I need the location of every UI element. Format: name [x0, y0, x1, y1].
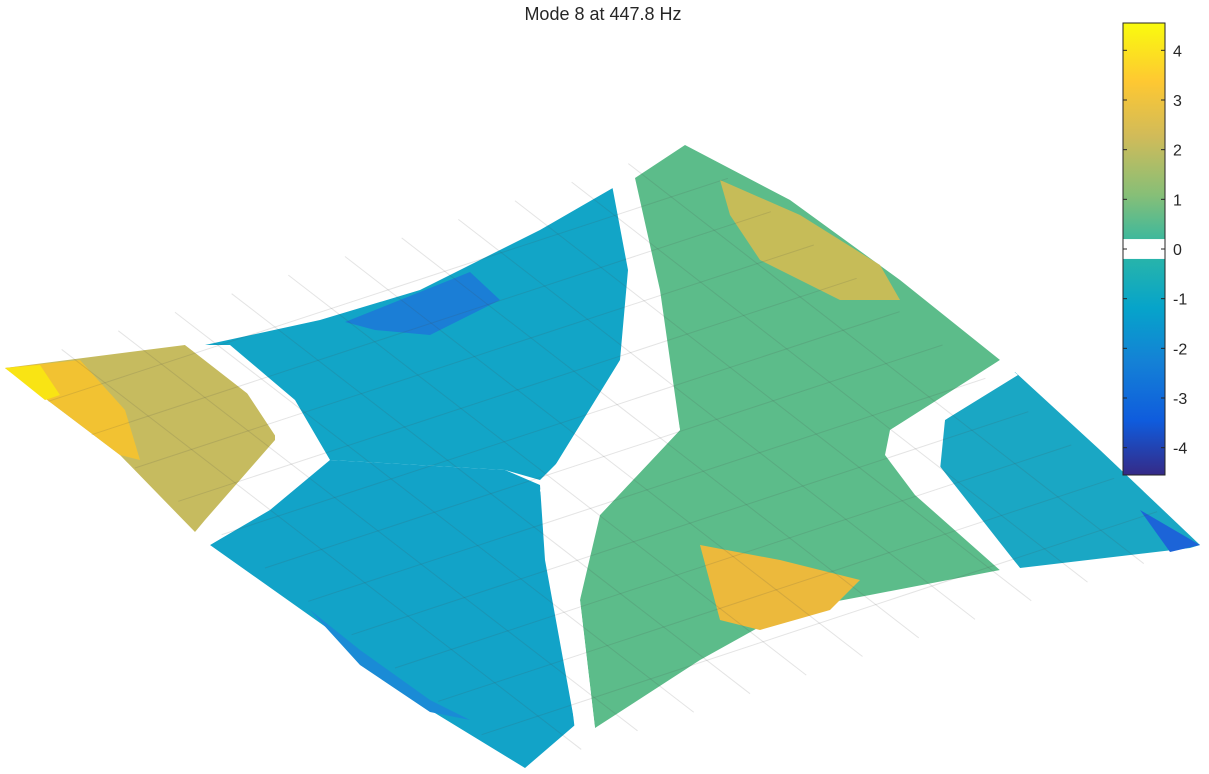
surface-grid-line: [401, 237, 920, 639]
surface-grid-line: [351, 411, 1029, 636]
surface-grid-line: [394, 444, 1072, 669]
colorbar-tick-label: 1: [1173, 192, 1182, 209]
surface-region-lower-right-warm: [700, 545, 860, 630]
surface-grid-line: [118, 330, 638, 732]
surface-grid-line: [571, 181, 1088, 583]
colorbar-tick-label: 3: [1173, 93, 1182, 110]
surface-grid-line: [344, 256, 863, 657]
colorbar-tick-label: -2: [1173, 341, 1187, 358]
surface-grid-line: [178, 277, 857, 502]
colorbar-tick-label: 0: [1173, 242, 1182, 259]
surface-grid-line: [288, 274, 807, 676]
chart-title: Mode 8 at 447.8 Hz: [524, 4, 681, 24]
surface-region-right-lobe: [940, 372, 1200, 568]
surface-grid-line: [438, 477, 1115, 702]
colorbar: 4 3 2 1 0 -1 -2 -3 -4: [1122, 22, 1187, 476]
surface-grid-line: [61, 349, 582, 750]
surface-grid-line: [231, 293, 751, 695]
surface-region-right-dark: [1140, 510, 1200, 552]
surface-grid-line: [264, 344, 943, 569]
surface-grid-line: [458, 218, 976, 620]
mode-shape-surface: [5, 145, 1200, 768]
surface-grid-line: [221, 311, 900, 536]
surface-grid-line: [48, 177, 729, 402]
surface-region-upper-blue: [345, 272, 500, 335]
surface-region-left-tip: [5, 365, 60, 400]
colorbar-tick-label: 4: [1173, 43, 1182, 60]
surface-region-right-center: [580, 145, 1000, 728]
surface-grid-line: [134, 244, 814, 469]
surface-grid-line: [481, 511, 1158, 736]
colorbar-zero-band: [1123, 239, 1165, 259]
surface-region-lower-left: [210, 460, 575, 768]
nodal-line-left: [185, 345, 300, 545]
surface-region-upper-right-warm: [720, 180, 900, 300]
nodal-line-right: [885, 360, 1020, 572]
colorbar-tick-label: -4: [1173, 441, 1187, 458]
colorbar-tick-label: 2: [1173, 143, 1182, 160]
colorbar-tick-label: -1: [1173, 292, 1187, 309]
surface-grid: [48, 163, 1158, 750]
surface-grid-line: [628, 163, 1145, 564]
surface-grid-line: [174, 311, 695, 713]
colorbar-tick-label: -3: [1173, 391, 1187, 408]
surface-grid-line: [91, 211, 771, 436]
surface-grid-line: [514, 200, 1032, 602]
nodal-line-center: [540, 175, 680, 740]
surface-grid-line: [308, 377, 986, 602]
